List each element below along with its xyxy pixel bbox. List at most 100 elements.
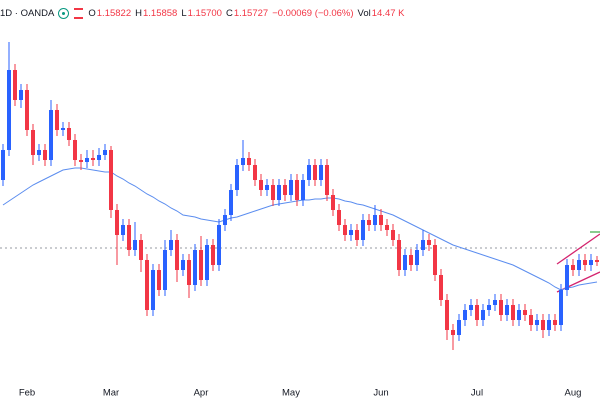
candle-body — [73, 140, 77, 160]
candle-body — [43, 150, 47, 160]
candle-body — [241, 158, 245, 165]
candle-body — [583, 260, 587, 265]
candle-body — [295, 180, 299, 200]
x-tick-label: Jun — [373, 388, 388, 399]
candle-body — [301, 180, 305, 200]
candle-body — [133, 240, 137, 250]
x-tick-label: Apr — [194, 388, 209, 399]
candle-body — [595, 260, 599, 262]
candle-body — [211, 245, 215, 265]
candle-body — [163, 250, 167, 290]
candle-body — [49, 110, 53, 160]
candle-body — [337, 210, 341, 225]
volume-value: 14.47 K — [371, 7, 405, 19]
candle-body — [355, 230, 359, 240]
candle-body — [265, 185, 269, 190]
candle-body — [307, 165, 311, 180]
plot: Feb Mar Apr May Jun Jul Aug — [1, 42, 599, 399]
field-value: 1.15727 — [233, 7, 269, 19]
candle-body — [409, 255, 413, 265]
candle-body — [559, 290, 563, 325]
candle-body — [547, 320, 551, 330]
candle-body — [541, 320, 545, 330]
candle-body — [115, 210, 119, 235]
candle-body — [253, 165, 257, 180]
candle-body — [7, 70, 11, 150]
candle-body — [397, 240, 401, 270]
candle-body — [379, 215, 383, 225]
candle-body — [445, 300, 449, 330]
candle-body — [343, 225, 347, 235]
candle-body — [313, 165, 317, 180]
status-icon — [58, 7, 70, 19]
candle-body — [121, 225, 125, 235]
candle-body — [103, 150, 107, 155]
candle-body — [31, 130, 35, 155]
candle-body — [565, 265, 569, 290]
candle-body — [25, 90, 29, 130]
x-tick-label: Aug — [565, 388, 582, 399]
candle-body — [205, 245, 209, 280]
candle-body — [145, 260, 149, 310]
candle-body — [439, 275, 443, 300]
candle-body — [505, 305, 509, 315]
candle-body — [157, 270, 161, 290]
candle-body — [139, 240, 143, 260]
x-tick-label: Jul — [471, 388, 483, 399]
volume-label: Vol — [357, 7, 371, 19]
candle-body — [529, 315, 533, 325]
candle-body — [175, 240, 179, 270]
candle-body — [331, 195, 335, 210]
candle-body — [493, 300, 497, 305]
candle-body — [247, 158, 251, 165]
candle-body — [319, 165, 323, 180]
x-tick-label: May — [282, 388, 300, 399]
candle-body — [325, 165, 329, 195]
candle-body — [463, 310, 467, 320]
candle-body — [403, 255, 407, 270]
candle-body — [283, 185, 287, 195]
x-tick-label: Mar — [103, 388, 119, 399]
candle-body — [199, 250, 203, 280]
candle-body — [475, 305, 479, 320]
candle-body — [151, 270, 155, 310]
candle-body — [535, 320, 539, 325]
candle-body — [511, 305, 515, 320]
candle-body — [427, 240, 431, 245]
candle-body — [37, 150, 41, 155]
candle-body — [385, 225, 389, 230]
candle-body — [259, 180, 263, 190]
candle-body — [523, 310, 527, 315]
candle-body — [169, 240, 173, 250]
field-label: C — [225, 7, 233, 19]
candle-body — [517, 310, 521, 320]
candle-body — [85, 158, 89, 162]
candle-body — [451, 330, 455, 335]
candle-body — [391, 230, 395, 240]
candle-body — [181, 260, 185, 270]
field-value: 1.15822 — [96, 7, 132, 19]
change: −0.00069 (−0.06%) — [272, 7, 354, 19]
candle-body — [13, 70, 17, 100]
candle-body — [571, 265, 575, 270]
candle-body — [79, 160, 83, 162]
candle-body — [481, 310, 485, 320]
field-label: L — [181, 7, 187, 19]
candle-body — [487, 305, 491, 310]
candle-body — [577, 260, 581, 270]
candle-body — [271, 185, 275, 200]
trend-line — [556, 233, 600, 265]
candle-body — [277, 185, 281, 200]
candle-body — [589, 260, 593, 265]
candle-body — [469, 305, 473, 310]
field-value: 1.15700 — [187, 7, 222, 19]
candle-body — [289, 180, 293, 195]
candle-body — [433, 245, 437, 275]
candle-body — [457, 320, 461, 335]
candle-body — [67, 128, 71, 140]
candle-body — [91, 158, 95, 160]
candle-body — [187, 260, 191, 285]
candle-body — [349, 230, 353, 235]
